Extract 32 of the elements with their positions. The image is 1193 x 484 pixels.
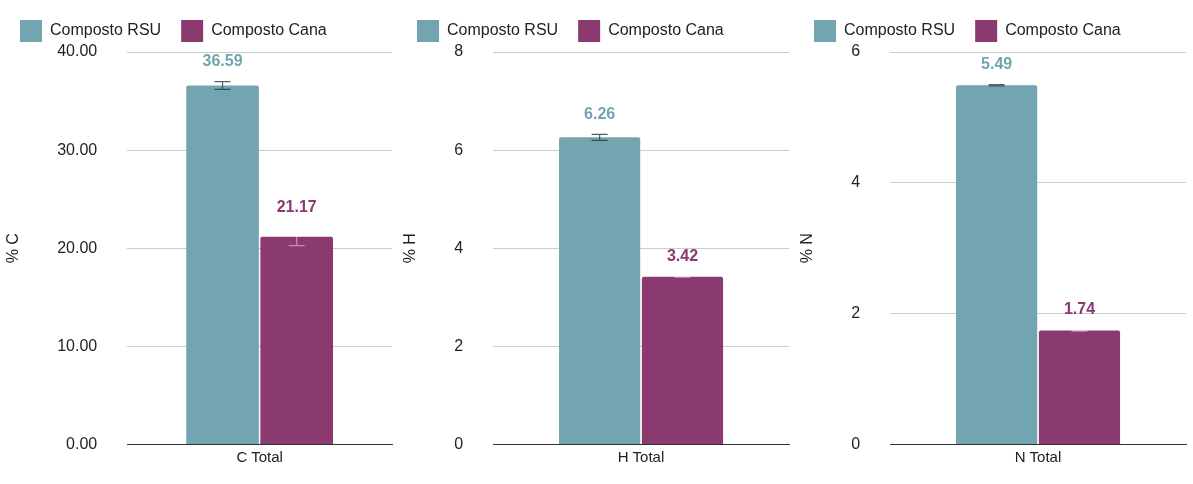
- data-label: 21.17: [276, 198, 317, 216]
- y-axis-title: % N: [798, 233, 816, 264]
- y-tick-label: 6: [851, 42, 861, 60]
- y-tick-label: 2: [851, 304, 861, 322]
- data-label: 3.42: [666, 246, 699, 264]
- y-tick-label: 0: [851, 434, 861, 452]
- y-axis-title: % C: [4, 233, 22, 264]
- y-tick-label: 0: [454, 434, 464, 452]
- y-tick-label: 10.00: [57, 336, 98, 354]
- data-label: 5.49: [981, 55, 1013, 73]
- y-tick-label: 20.00: [57, 238, 98, 256]
- y-tick-label: 0.00: [66, 434, 98, 452]
- x-tick-label: H Total: [617, 447, 665, 465]
- x-tick-label: N Total: [1014, 447, 1062, 465]
- legend-label: Composto RSU: [447, 21, 559, 39]
- legend-label: Composto Cana: [608, 21, 724, 39]
- data-label: 6.26: [584, 104, 616, 122]
- y-tick-label: 40.00: [57, 42, 98, 60]
- y-axis-title: % H: [401, 233, 419, 264]
- y-tick-label: 4: [454, 238, 464, 256]
- y-tick-label: 2: [454, 336, 464, 354]
- data-label: 1.74: [1063, 300, 1096, 318]
- data-label: 36.59: [202, 51, 243, 69]
- legend-label: Composto RSU: [844, 21, 956, 39]
- x-tick-label: C Total: [236, 447, 283, 465]
- legend-label: Composto Cana: [1005, 21, 1121, 39]
- y-tick-label: 4: [851, 173, 861, 191]
- y-tick-label: 8: [454, 42, 464, 60]
- legend-label: Composto Cana: [211, 21, 327, 39]
- y-tick-label: 6: [454, 140, 464, 158]
- y-tick-label: 30.00: [57, 140, 98, 158]
- legend-label: Composto RSU: [50, 21, 162, 39]
